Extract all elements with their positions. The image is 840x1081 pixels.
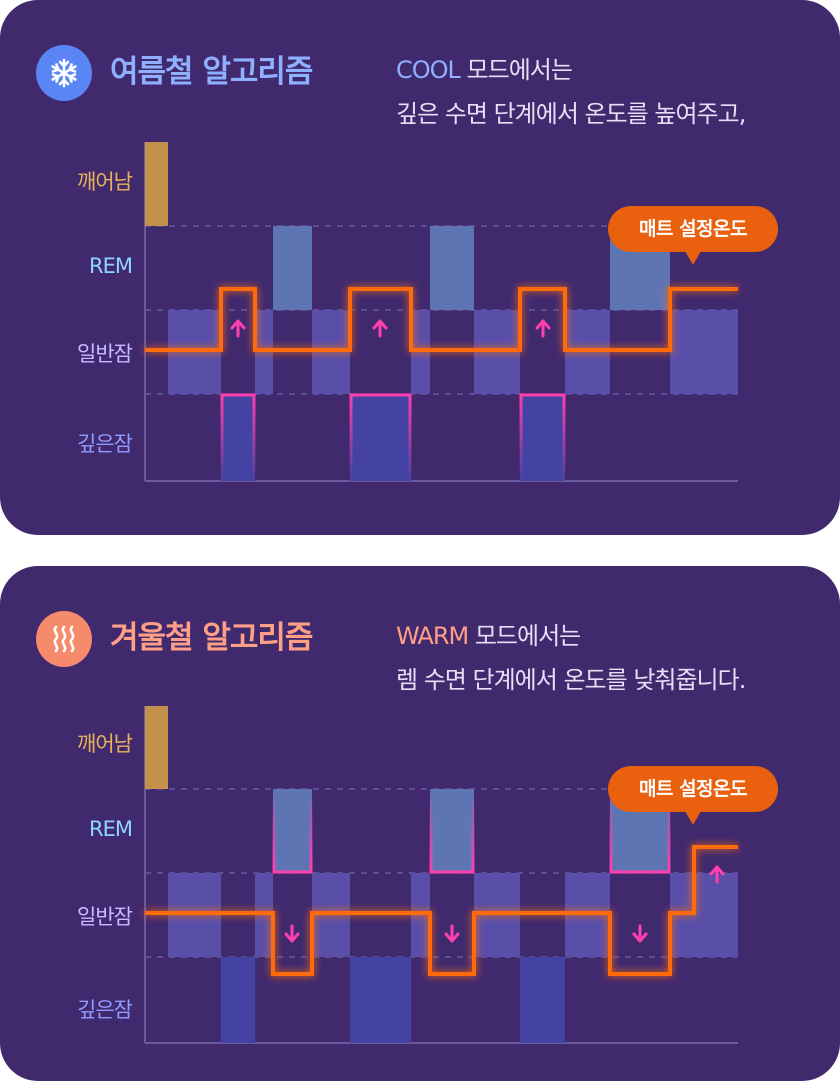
- temperature-up-arrow: [535, 319, 551, 338]
- temperature-up-arrow: [709, 865, 725, 884]
- deep-sleep-bar: [520, 957, 565, 1043]
- winter-title: 겨울철 알고리즘: [110, 620, 313, 656]
- deep-sleep-highlight: [519, 393, 566, 481]
- stage-label-light: 일반잠: [77, 342, 133, 366]
- temperature-line: [145, 845, 738, 976]
- awake-bar: [145, 142, 168, 226]
- stage-label-deep: 깊은잠: [77, 432, 133, 456]
- deep-sleep-highlight: [349, 393, 412, 481]
- summer-desc-line1: 모드에서는: [459, 56, 573, 84]
- summer-description: COOL 모드에서는 깊은 수면 단계에서 온도를 높여주고,: [396, 48, 746, 136]
- temperature-down-arrow: [632, 924, 648, 943]
- rem-bar: [430, 789, 474, 873]
- light-sleep-bar: [670, 310, 738, 394]
- winter-algorithm-card: 겨울철 알고리즘 WARM 모드에서는 렘 수면 단계에서 온도를 낮춰줍니다.…: [0, 566, 840, 1081]
- temperature-up-arrow: [230, 319, 246, 338]
- temperature-down-arrow: [444, 924, 460, 943]
- summer-title: 여름철 알고리즘: [110, 54, 313, 90]
- stage-label-rem: REM: [89, 817, 133, 841]
- winter-mode: WARM: [396, 622, 469, 650]
- deep-sleep-bar: [520, 394, 565, 481]
- rem-bar: [273, 789, 312, 873]
- deep-sleep-bar: [350, 957, 411, 1043]
- summer-mode: COOL: [396, 56, 461, 84]
- mat-temperature-callout: 매트 설정온도: [608, 206, 778, 252]
- summer-desc-line2: 깊은 수면 단계에서 온도를 높여주고,: [396, 100, 746, 128]
- rem-highlight: [429, 790, 475, 874]
- deep-sleep-highlight: [220, 393, 256, 481]
- winter-desc-line1: 모드에서는: [468, 622, 581, 650]
- winter-description: WARM 모드에서는 렘 수면 단계에서 온도를 낮춰줍니다.: [396, 614, 746, 702]
- stage-label-awake: 깨어남: [77, 170, 133, 194]
- rem-bar: [430, 226, 474, 310]
- deep-sleep-bar: [221, 394, 255, 481]
- snowflake-badge: [36, 45, 92, 101]
- stage-label-light: 일반잠: [77, 905, 133, 929]
- rem-highlight: [609, 790, 671, 874]
- summer-algorithm-card: 여름철 알고리즘 COOL 모드에서는 깊은 수면 단계에서 온도를 높여주고,…: [0, 0, 840, 535]
- deep-sleep-bar: [350, 394, 411, 481]
- callout-pointer: [685, 811, 701, 825]
- snowflake-icon: [51, 58, 77, 88]
- summer-hypnogram: [144, 142, 738, 482]
- temperature-line: [145, 287, 738, 352]
- stage-label-awake: 깨어남: [77, 732, 133, 756]
- stage-label-rem: REM: [89, 254, 133, 278]
- heat-waves-icon: [53, 625, 75, 653]
- temperature-down-arrow: [284, 924, 300, 943]
- deep-sleep-bar: [221, 957, 255, 1043]
- stage-label-deep: 깊은잠: [77, 998, 133, 1022]
- heat-badge: [36, 611, 92, 667]
- callout-pointer: [685, 251, 701, 265]
- rem-bar: [273, 226, 312, 310]
- temperature-up-arrow: [372, 319, 388, 338]
- winter-desc-line2: 렘 수면 단계에서 온도를 낮춰줍니다.: [396, 666, 746, 694]
- mat-temperature-callout: 매트 설정온도: [608, 766, 778, 812]
- awake-bar: [145, 706, 168, 789]
- winter-hypnogram: [144, 706, 738, 1044]
- rem-highlight: [272, 790, 313, 874]
